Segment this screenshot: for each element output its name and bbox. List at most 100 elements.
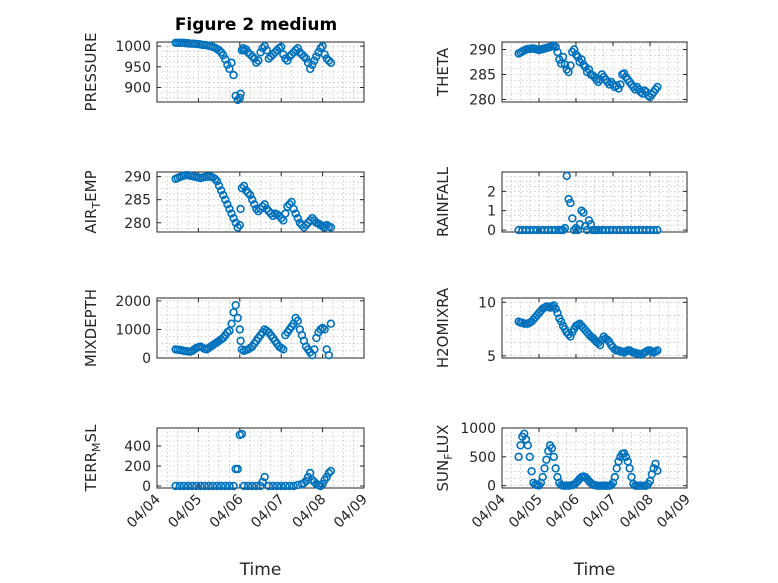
- ylabel-subscript: T: [90, 202, 103, 210]
- y-tick-label: 0: [142, 479, 151, 495]
- y-tick-label: 10: [478, 295, 496, 311]
- data-point: [625, 464, 634, 473]
- data-point: [245, 190, 255, 200]
- series-markers: [514, 171, 662, 235]
- x-tick-label: 04/09: [654, 492, 694, 532]
- data-point: [281, 481, 290, 491]
- data-point: [227, 58, 236, 67]
- data-point: [235, 220, 245, 230]
- xlabel-time: Time: [239, 560, 282, 580]
- data-point: [320, 50, 329, 59]
- data-point: [326, 223, 336, 232]
- data-point: [566, 61, 575, 70]
- ylabel-sun-flux: SUNFLUX: [434, 425, 455, 492]
- series-markers: [171, 429, 336, 491]
- ylabel-tail: SL: [82, 424, 100, 443]
- data-point: [301, 220, 311, 230]
- data-point: [653, 82, 662, 92]
- data-point: [299, 52, 309, 61]
- data-point: [196, 481, 205, 491]
- x-tick-label: 04/08: [290, 492, 330, 532]
- data-point: [305, 64, 315, 74]
- data-point: [254, 207, 263, 216]
- data-point: [525, 452, 534, 462]
- data-point: [235, 93, 245, 103]
- data-point: [216, 481, 226, 491]
- data-point: [277, 213, 286, 223]
- x-tick-label: 04/05: [165, 492, 205, 532]
- data-point: [214, 181, 224, 191]
- data-point: [229, 70, 238, 80]
- data-point: [245, 50, 255, 59]
- ylabel-main: TERR: [82, 452, 100, 493]
- data-point: [268, 50, 278, 59]
- series-markers: [171, 171, 336, 232]
- ylabel-main: SUN: [434, 460, 452, 492]
- data-point: [653, 225, 662, 235]
- ylabel-main: MIXDEPTH: [82, 289, 100, 367]
- data-point: [566, 332, 575, 341]
- data-point: [579, 208, 588, 217]
- data-point: [320, 325, 329, 334]
- data-point: [214, 46, 224, 55]
- data-point: [225, 204, 234, 214]
- x-tick-label: 04/05: [506, 492, 546, 532]
- data-point: [324, 350, 334, 360]
- data-point: [250, 200, 259, 209]
- data-point: [229, 213, 238, 223]
- data-point: [577, 206, 586, 215]
- data-point: [208, 481, 218, 491]
- data-point: [243, 481, 253, 491]
- ylabel-tail: EMP: [82, 170, 100, 201]
- data-point: [310, 56, 319, 65]
- data-point: [326, 466, 336, 476]
- data-point: [527, 467, 536, 476]
- data-point: [540, 464, 549, 473]
- x-tick-label: 04/04: [469, 491, 509, 531]
- data-point: [252, 481, 261, 491]
- x-tick-label: 04/06: [543, 491, 583, 531]
- data-point: [256, 481, 265, 491]
- data-point: [248, 52, 257, 61]
- ylabel-air-temp: AIRTEMP: [82, 170, 103, 233]
- data-point: [250, 54, 259, 63]
- y-tick-label: 1: [487, 204, 496, 220]
- data-point: [252, 58, 261, 67]
- data-point: [225, 326, 234, 336]
- data-point: [318, 479, 327, 489]
- data-point: [223, 200, 232, 209]
- data-point: [248, 481, 257, 491]
- data-point: [569, 45, 579, 54]
- y-tick-label: 500: [469, 450, 496, 466]
- data-point: [324, 468, 334, 478]
- data-point: [649, 225, 658, 235]
- data-point: [538, 472, 547, 482]
- data-point: [241, 186, 251, 195]
- data-point: [289, 481, 298, 491]
- panel-h2omixra: 5 10 H2OMIXRA: [434, 287, 688, 368]
- ylabel-h2omixra: H2OMIXRA: [434, 287, 452, 368]
- data-point: [277, 481, 286, 491]
- figure-title: Figure 2 medium: [175, 15, 337, 35]
- y-tick-label: 200: [124, 459, 151, 475]
- y-tick-label: 900: [124, 81, 151, 97]
- data-point: [175, 481, 184, 491]
- y-tick-label: 0: [142, 351, 151, 367]
- data-point: [216, 186, 226, 195]
- x-tick-label: 04/07: [248, 492, 288, 532]
- data-point: [291, 209, 300, 218]
- data-point: [262, 204, 271, 214]
- ylabel-tail: LUX: [434, 425, 452, 454]
- data-point: [301, 54, 311, 63]
- data-point: [227, 209, 236, 218]
- data-point: [236, 89, 245, 98]
- data-point: [221, 481, 230, 491]
- data-point: [183, 481, 193, 491]
- data-point: [225, 481, 234, 491]
- data-point: [316, 481, 325, 491]
- data-point: [192, 481, 201, 491]
- data-point: [558, 225, 568, 235]
- y-tick-label: 285: [124, 193, 151, 209]
- data-point: [277, 42, 286, 52]
- data-point: [233, 313, 242, 323]
